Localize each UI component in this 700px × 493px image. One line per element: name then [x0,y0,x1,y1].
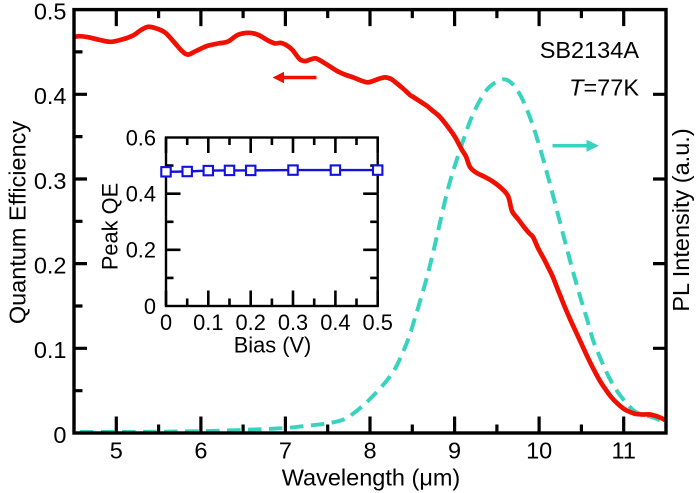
svg-text:0.4: 0.4 [320,310,350,335]
svg-text:0.4: 0.4 [126,182,156,207]
svg-text:0.3: 0.3 [34,168,67,194]
svg-text:0: 0 [53,422,66,448]
svg-text:0.1: 0.1 [34,337,67,363]
svg-text:Peak QE: Peak QE [98,183,123,270]
svg-text:5: 5 [110,438,123,464]
svg-text:0.5: 0.5 [363,310,393,335]
svg-text:0.4: 0.4 [34,83,67,109]
svg-text:7: 7 [279,438,292,464]
svg-text:0.1: 0.1 [193,310,223,335]
svg-text:0.2: 0.2 [34,253,67,279]
svg-text:Quantum Efficiency: Quantum Efficiency [5,121,31,325]
svg-text:Wavelength (μm): Wavelength (μm) [282,465,461,491]
svg-text:T=77K: T=77K [569,75,639,101]
svg-text:10: 10 [526,438,552,464]
svg-text:0.2: 0.2 [236,310,266,335]
svg-text:Bias (V): Bias (V) [234,333,312,358]
svg-text:6: 6 [194,438,207,464]
svg-text:0: 0 [160,310,172,335]
svg-text:9: 9 [448,438,461,464]
svg-text:0.6: 0.6 [126,125,156,150]
svg-text:11: 11 [612,438,636,464]
svg-text:8: 8 [363,438,376,464]
svg-text:0.2: 0.2 [126,238,156,263]
svg-text:0.5: 0.5 [34,0,67,24]
svg-text:0: 0 [144,294,156,319]
svg-text:0.3: 0.3 [278,310,308,335]
svg-text:SB2134A: SB2134A [540,37,640,63]
svg-text:PL Intensity (a.u.): PL Intensity (a.u.) [668,128,694,311]
